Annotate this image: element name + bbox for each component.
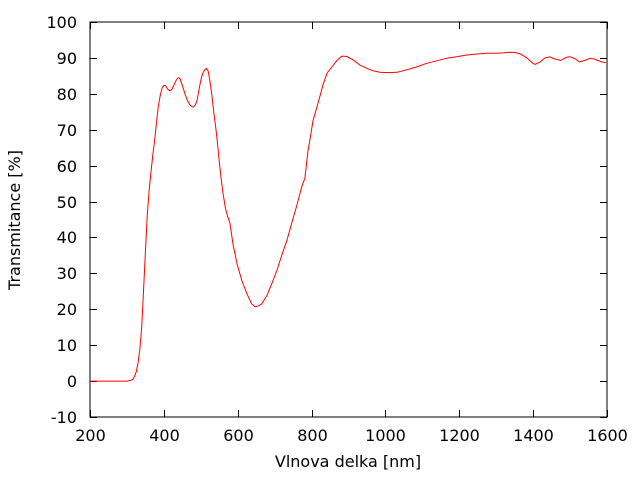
tick-marks (90, 22, 608, 418)
y-tick-label: -10 (51, 408, 77, 427)
x-tick-label: 200 (75, 426, 106, 445)
tick-labels: 200 400 600 800 1000 1200 1400 1600 -10 0 10 20 30 40… (46, 13, 627, 445)
x-tick-label: 1200 (439, 426, 480, 445)
data-series-line (90, 51, 606, 382)
y-tick-label: 100 (46, 13, 77, 32)
y-tick-label: 60 (57, 157, 77, 176)
x-axis-label: Vlnova delka [nm] (275, 452, 421, 471)
x-tick-label: 800 (297, 426, 328, 445)
y-tick-label: 90 (57, 49, 77, 68)
x-tick-label: 1600 (587, 426, 628, 445)
y-axis-label: Transmitance [%] (5, 150, 24, 291)
y-tick-label: 70 (57, 121, 77, 140)
y-tick-label: 0 (67, 372, 77, 391)
plot-border (89, 21, 608, 418)
y-tick-label: 40 (57, 228, 77, 247)
x-tick-label: 400 (149, 426, 180, 445)
x-tick-label: 1400 (513, 426, 554, 445)
data-series-group (90, 51, 606, 382)
x-tick-label: 600 (223, 426, 254, 445)
y-tick-label: 10 (57, 336, 77, 355)
y-tick-label: 80 (57, 85, 77, 104)
y-tick-label: 50 (57, 193, 77, 212)
y-tick-label: 30 (57, 264, 77, 283)
y-tick-label: 20 (57, 300, 77, 319)
x-tick-label: 1000 (365, 426, 406, 445)
